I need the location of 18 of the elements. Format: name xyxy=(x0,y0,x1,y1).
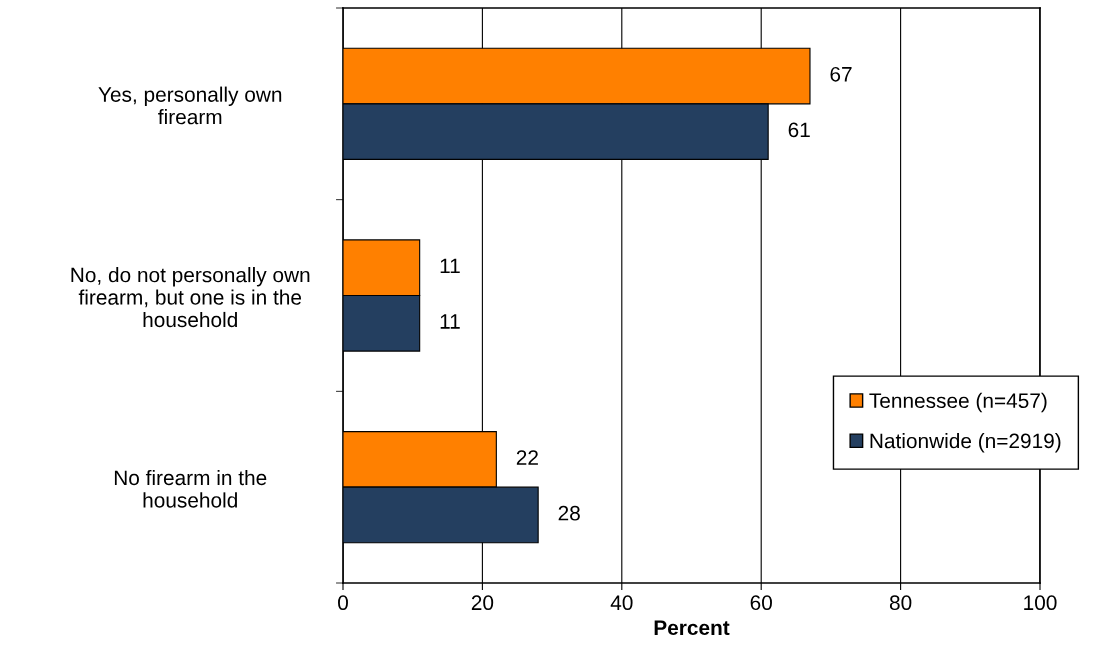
data-label: 11 xyxy=(440,314,460,329)
data-label: 28 xyxy=(558,505,580,521)
x-tick-label: 80 xyxy=(889,595,912,611)
legend-label: Nationwide (n=2919) xyxy=(870,433,1061,453)
y-tick-label: No firearm in the household xyxy=(114,469,267,508)
x-tick-label: 60 xyxy=(750,595,772,611)
y-tick-label: No, do not personally own firearm, but one is in the household xyxy=(71,267,310,328)
y-tick-label: Yes, personally own firearm xyxy=(98,86,282,125)
x-tick-label: 20 xyxy=(471,595,494,611)
x-tick-label: 40 xyxy=(610,595,633,611)
legend-label: Tennessee (n=457) xyxy=(869,392,1047,413)
data-label: 22 xyxy=(516,450,538,465)
x-axis-title: Percent xyxy=(654,620,730,636)
x-tick-label: 100 xyxy=(1024,595,1057,611)
data-label: 11 xyxy=(440,258,460,274)
x-tick-label: 0 xyxy=(338,595,348,611)
data-label: 61 xyxy=(788,122,810,138)
data-label: 67 xyxy=(830,66,852,82)
